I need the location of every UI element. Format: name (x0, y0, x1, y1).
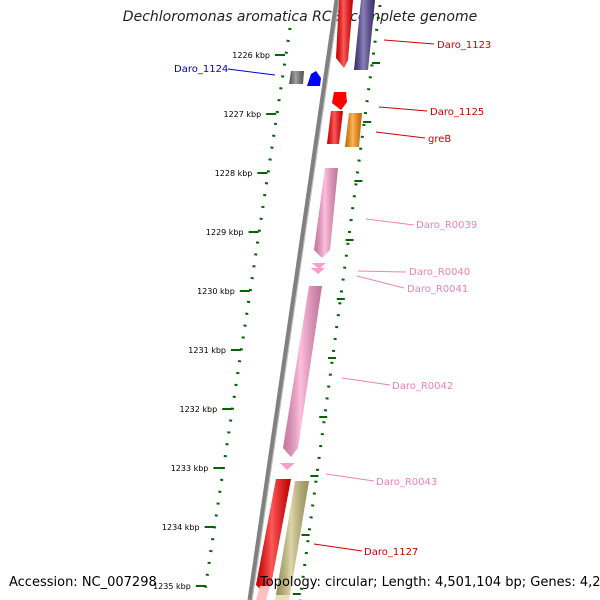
feature-khaki-gene[interactable] (275, 481, 309, 600)
connector-daro-1125 (378, 106, 428, 112)
tick-label: 1228 kbp (215, 169, 253, 178)
label-daro-1123[interactable]: Daro_1123 (437, 40, 491, 51)
scale-ticks: 1226 kbp 1227 kbp 1228 kbp 1229 kbp 1230 kbp… (153, 51, 285, 591)
tick-label: 1233 kbp (171, 464, 209, 473)
tick-label: 1232 kbp (179, 405, 217, 414)
connector-daro-1127 (313, 543, 363, 552)
tick-label: 1226 kbp (232, 51, 270, 60)
label-daro-r0042[interactable]: Daro_R0042 (392, 381, 453, 392)
label-daro-r0039[interactable]: Daro_R0039 (416, 220, 477, 231)
feature-daro-1127[interactable] (256, 479, 291, 600)
right-track-ticks (292, 62, 380, 595)
tick-label: 1230 kbp (197, 287, 235, 296)
connector-daro-r0040 (357, 270, 407, 273)
feature-daro-1123[interactable] (336, 0, 353, 68)
feature-daro-r0042[interactable] (283, 286, 322, 457)
label-daro-r0040[interactable]: Daro_R0040 (409, 267, 470, 278)
label-daro-r0043[interactable]: Daro_R0043 (376, 477, 437, 488)
topology-label: Topology: circular; Length: 4,501,104 bp… (260, 575, 600, 590)
connector-daro-1124 (227, 68, 276, 76)
tick-label: 1227 kbp (223, 110, 261, 119)
feature-daro-r0040[interactable] (312, 263, 326, 269)
label-greb[interactable]: greB (428, 134, 451, 145)
connector-daro-r0039 (365, 218, 415, 226)
label-daro-1124[interactable]: Daro_1124 (174, 64, 228, 75)
connector-daro-1123 (383, 39, 435, 45)
tick-label: 1231 kbp (188, 346, 226, 355)
genome-backbone-highlight (251, 0, 340, 600)
connector-daro-r0041 (356, 275, 405, 289)
genome-backbone (247, 0, 340, 600)
connector-daro-r0043 (325, 473, 375, 482)
label-daro-1125[interactable]: Daro_1125 (430, 107, 484, 118)
connector-greb (375, 131, 426, 139)
feature-daro-r0043[interactable] (280, 463, 295, 470)
accession-label: Accession: NC_007298 (9, 575, 157, 590)
feature-daro-1125[interactable] (327, 92, 347, 144)
feature-daro-1124[interactable] (307, 71, 321, 86)
label-daro-1127[interactable]: Daro_1127 (364, 547, 418, 558)
feature-grey-gene[interactable] (289, 71, 304, 84)
feature-daro-r0039[interactable] (314, 168, 338, 258)
feature-greb[interactable] (345, 113, 362, 147)
feature-daro-r0041[interactable] (311, 268, 325, 274)
label-daro-r0041[interactable]: Daro_R0041 (407, 284, 468, 295)
right-dotted-track (298, 4, 382, 600)
tick-label: 1229 kbp (206, 228, 244, 237)
tick-label: 1235 kbp (153, 582, 191, 591)
map-title: Dechloromonas aromatica RCB, complete ge… (122, 9, 478, 25)
tick-label: 1234 kbp (162, 523, 200, 532)
connector-daro-r0042 (341, 377, 391, 386)
feature-navy-gene[interactable] (354, 0, 375, 70)
